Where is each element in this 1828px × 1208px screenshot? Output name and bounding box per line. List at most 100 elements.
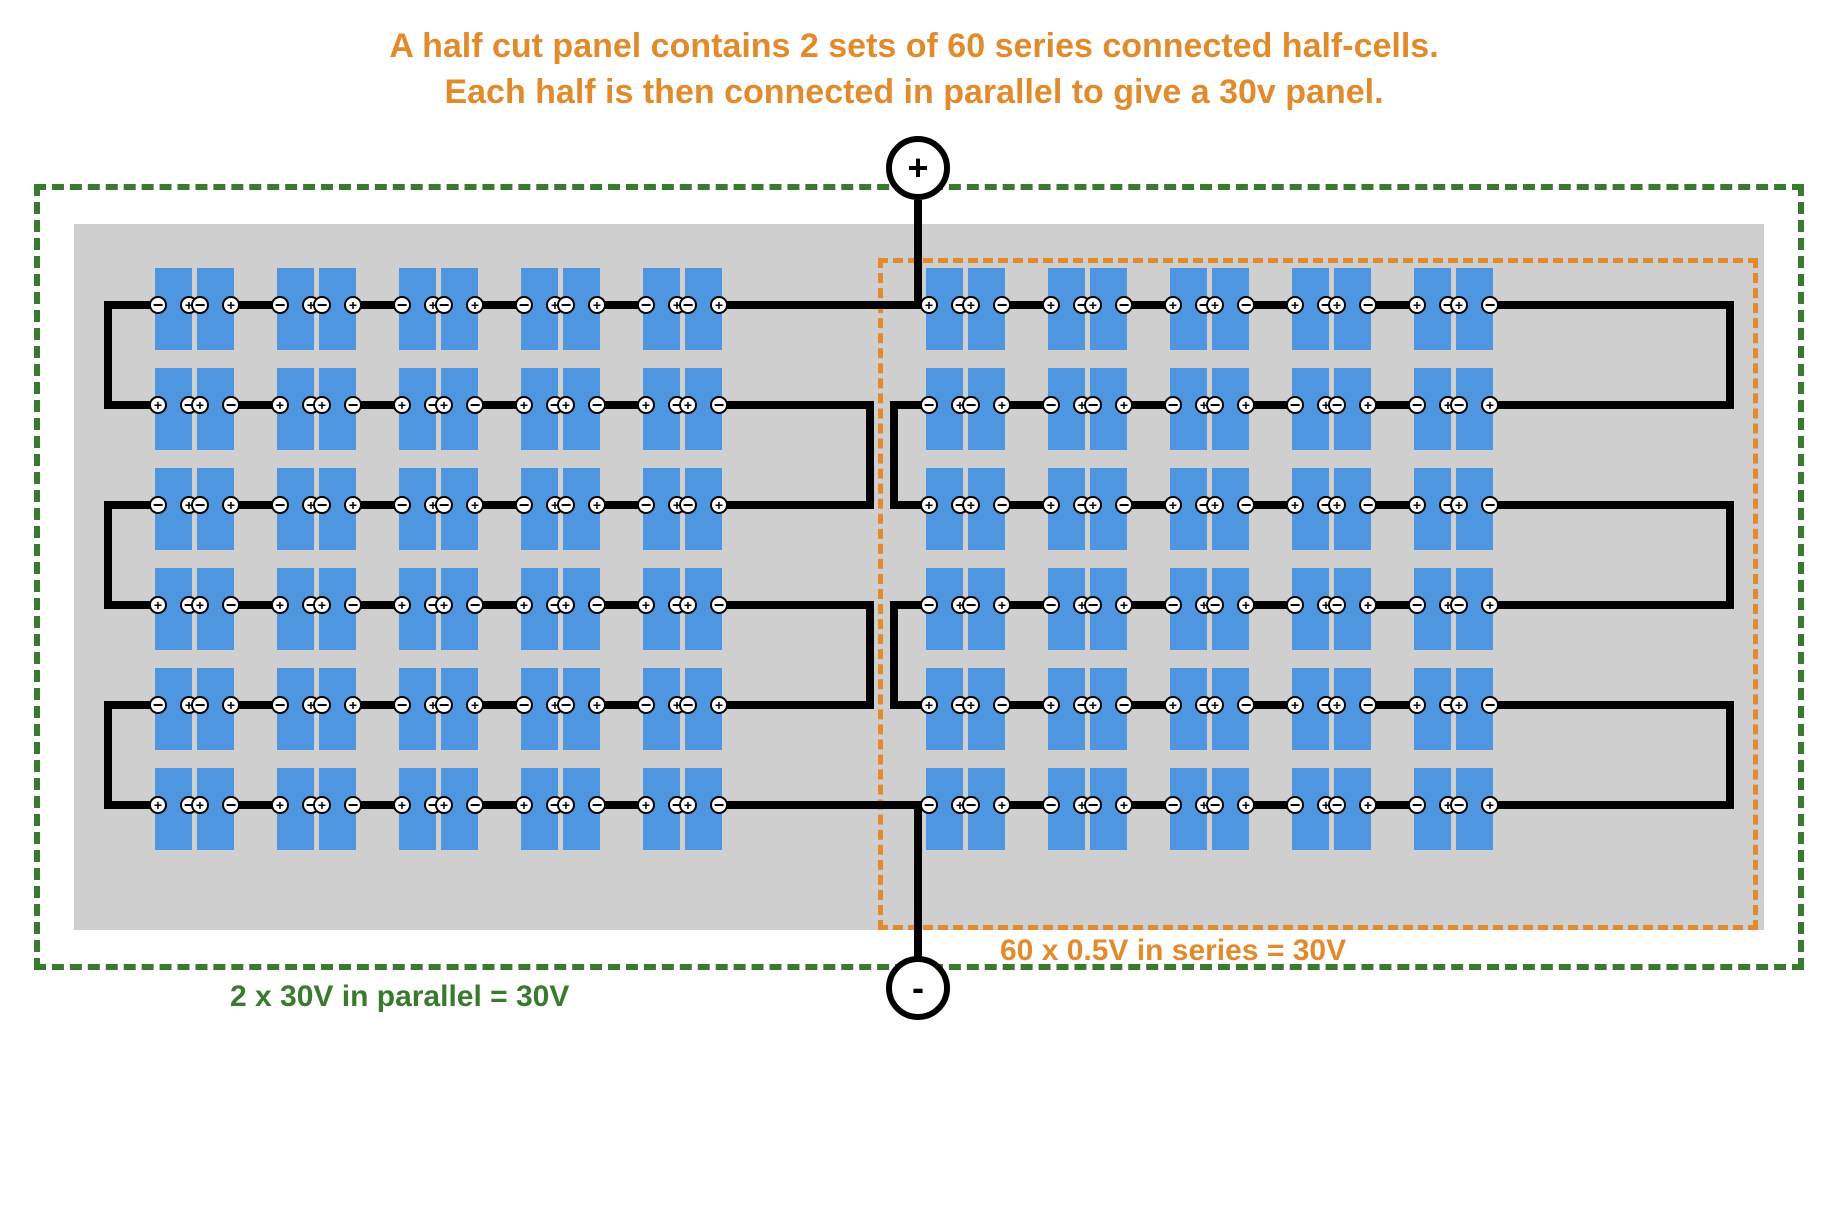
polarity-plus-icon: +: [149, 596, 167, 614]
polarity-plus-icon: +: [466, 696, 484, 714]
polarity-plus-icon: +: [679, 796, 697, 814]
polarity-minus-icon: −: [920, 796, 938, 814]
polarity-minus-icon: −: [1042, 796, 1060, 814]
wire-vertical: [104, 701, 112, 809]
polarity-plus-icon: +: [222, 696, 240, 714]
polarity-plus-icon: +: [1450, 296, 1468, 314]
wire-vertical: [866, 601, 874, 709]
polarity-minus-icon: −: [271, 696, 289, 714]
polarity-plus-icon: +: [1359, 396, 1377, 414]
polarity-plus-icon: +: [515, 396, 533, 414]
polarity-minus-icon: −: [1450, 396, 1468, 414]
polarity-plus-icon: +: [920, 496, 938, 514]
polarity-minus-icon: −: [993, 496, 1011, 514]
polarity-plus-icon: +: [393, 396, 411, 414]
polarity-minus-icon: −: [1084, 596, 1102, 614]
polarity-plus-icon: +: [393, 596, 411, 614]
polarity-minus-icon: −: [435, 696, 453, 714]
polarity-minus-icon: −: [1450, 596, 1468, 614]
polarity-plus-icon: +: [1115, 796, 1133, 814]
polarity-plus-icon: +: [191, 596, 209, 614]
polarity-minus-icon: −: [962, 796, 980, 814]
polarity-minus-icon: −: [1408, 796, 1426, 814]
polarity-minus-icon: −: [1084, 796, 1102, 814]
polarity-minus-icon: −: [1237, 496, 1255, 514]
polarity-minus-icon: −: [393, 296, 411, 314]
wire-vertical: [866, 401, 874, 509]
polarity-minus-icon: −: [1481, 696, 1499, 714]
polarity-minus-icon: −: [313, 696, 331, 714]
polarity-minus-icon: −: [515, 496, 533, 514]
polarity-plus-icon: +: [1115, 596, 1133, 614]
polarity-minus-icon: −: [679, 296, 697, 314]
polarity-minus-icon: −: [1115, 496, 1133, 514]
polarity-minus-icon: −: [557, 496, 575, 514]
terminal-positive: +: [886, 136, 950, 200]
polarity-plus-icon: +: [1481, 596, 1499, 614]
polarity-minus-icon: −: [1084, 396, 1102, 414]
polarity-plus-icon: +: [679, 596, 697, 614]
headline: A half cut panel contains 2 sets of 60 s…: [0, 24, 1828, 116]
polarity-minus-icon: −: [344, 596, 362, 614]
polarity-plus-icon: +: [1164, 496, 1182, 514]
polarity-minus-icon: −: [1206, 796, 1224, 814]
polarity-minus-icon: −: [1408, 396, 1426, 414]
polarity-minus-icon: −: [588, 796, 606, 814]
polarity-minus-icon: −: [222, 796, 240, 814]
polarity-minus-icon: −: [149, 496, 167, 514]
polarity-minus-icon: −: [1042, 396, 1060, 414]
polarity-minus-icon: −: [466, 596, 484, 614]
polarity-plus-icon: +: [1328, 296, 1346, 314]
polarity-minus-icon: −: [1115, 696, 1133, 714]
polarity-minus-icon: −: [920, 596, 938, 614]
polarity-minus-icon: −: [993, 296, 1011, 314]
polarity-minus-icon: −: [313, 496, 331, 514]
polarity-minus-icon: −: [1286, 596, 1304, 614]
polarity-plus-icon: +: [637, 796, 655, 814]
polarity-minus-icon: −: [1450, 796, 1468, 814]
polarity-plus-icon: +: [1450, 496, 1468, 514]
polarity-minus-icon: −: [393, 696, 411, 714]
polarity-minus-icon: −: [679, 696, 697, 714]
polarity-minus-icon: −: [1237, 696, 1255, 714]
polarity-plus-icon: +: [1206, 496, 1224, 514]
polarity-minus-icon: −: [637, 696, 655, 714]
polarity-minus-icon: −: [1328, 596, 1346, 614]
polarity-plus-icon: +: [1359, 796, 1377, 814]
polarity-minus-icon: −: [1164, 596, 1182, 614]
diagram-stage: A half cut panel contains 2 sets of 60 s…: [0, 0, 1828, 1208]
polarity-minus-icon: −: [1359, 496, 1377, 514]
polarity-plus-icon: +: [191, 796, 209, 814]
polarity-plus-icon: +: [191, 396, 209, 414]
polarity-minus-icon: −: [466, 396, 484, 414]
wire-vertical: [914, 200, 922, 309]
polarity-minus-icon: −: [149, 696, 167, 714]
polarity-plus-icon: +: [1084, 296, 1102, 314]
terminal-negative: -: [886, 956, 950, 1020]
polarity-plus-icon: +: [1481, 396, 1499, 414]
wire-horizontal: [894, 301, 914, 309]
wire-vertical: [1726, 701, 1734, 809]
polarity-minus-icon: −: [637, 296, 655, 314]
polarity-plus-icon: +: [271, 596, 289, 614]
polarity-plus-icon: +: [435, 796, 453, 814]
polarity-plus-icon: +: [920, 696, 938, 714]
polarity-minus-icon: −: [313, 296, 331, 314]
polarity-plus-icon: +: [149, 796, 167, 814]
polarity-plus-icon: +: [515, 796, 533, 814]
polarity-minus-icon: −: [1328, 796, 1346, 814]
wire-vertical: [104, 301, 112, 409]
polarity-minus-icon: −: [557, 696, 575, 714]
polarity-minus-icon: −: [962, 396, 980, 414]
polarity-plus-icon: +: [1164, 296, 1182, 314]
polarity-plus-icon: +: [1408, 696, 1426, 714]
wire-horizontal: [894, 801, 914, 809]
polarity-plus-icon: +: [271, 796, 289, 814]
terminal-positive-label: +: [907, 147, 928, 189]
polarity-minus-icon: −: [1164, 796, 1182, 814]
polarity-plus-icon: +: [393, 796, 411, 814]
polarity-plus-icon: +: [920, 296, 938, 314]
wire-vertical: [1726, 301, 1734, 409]
polarity-minus-icon: −: [222, 596, 240, 614]
polarity-minus-icon: −: [1206, 396, 1224, 414]
